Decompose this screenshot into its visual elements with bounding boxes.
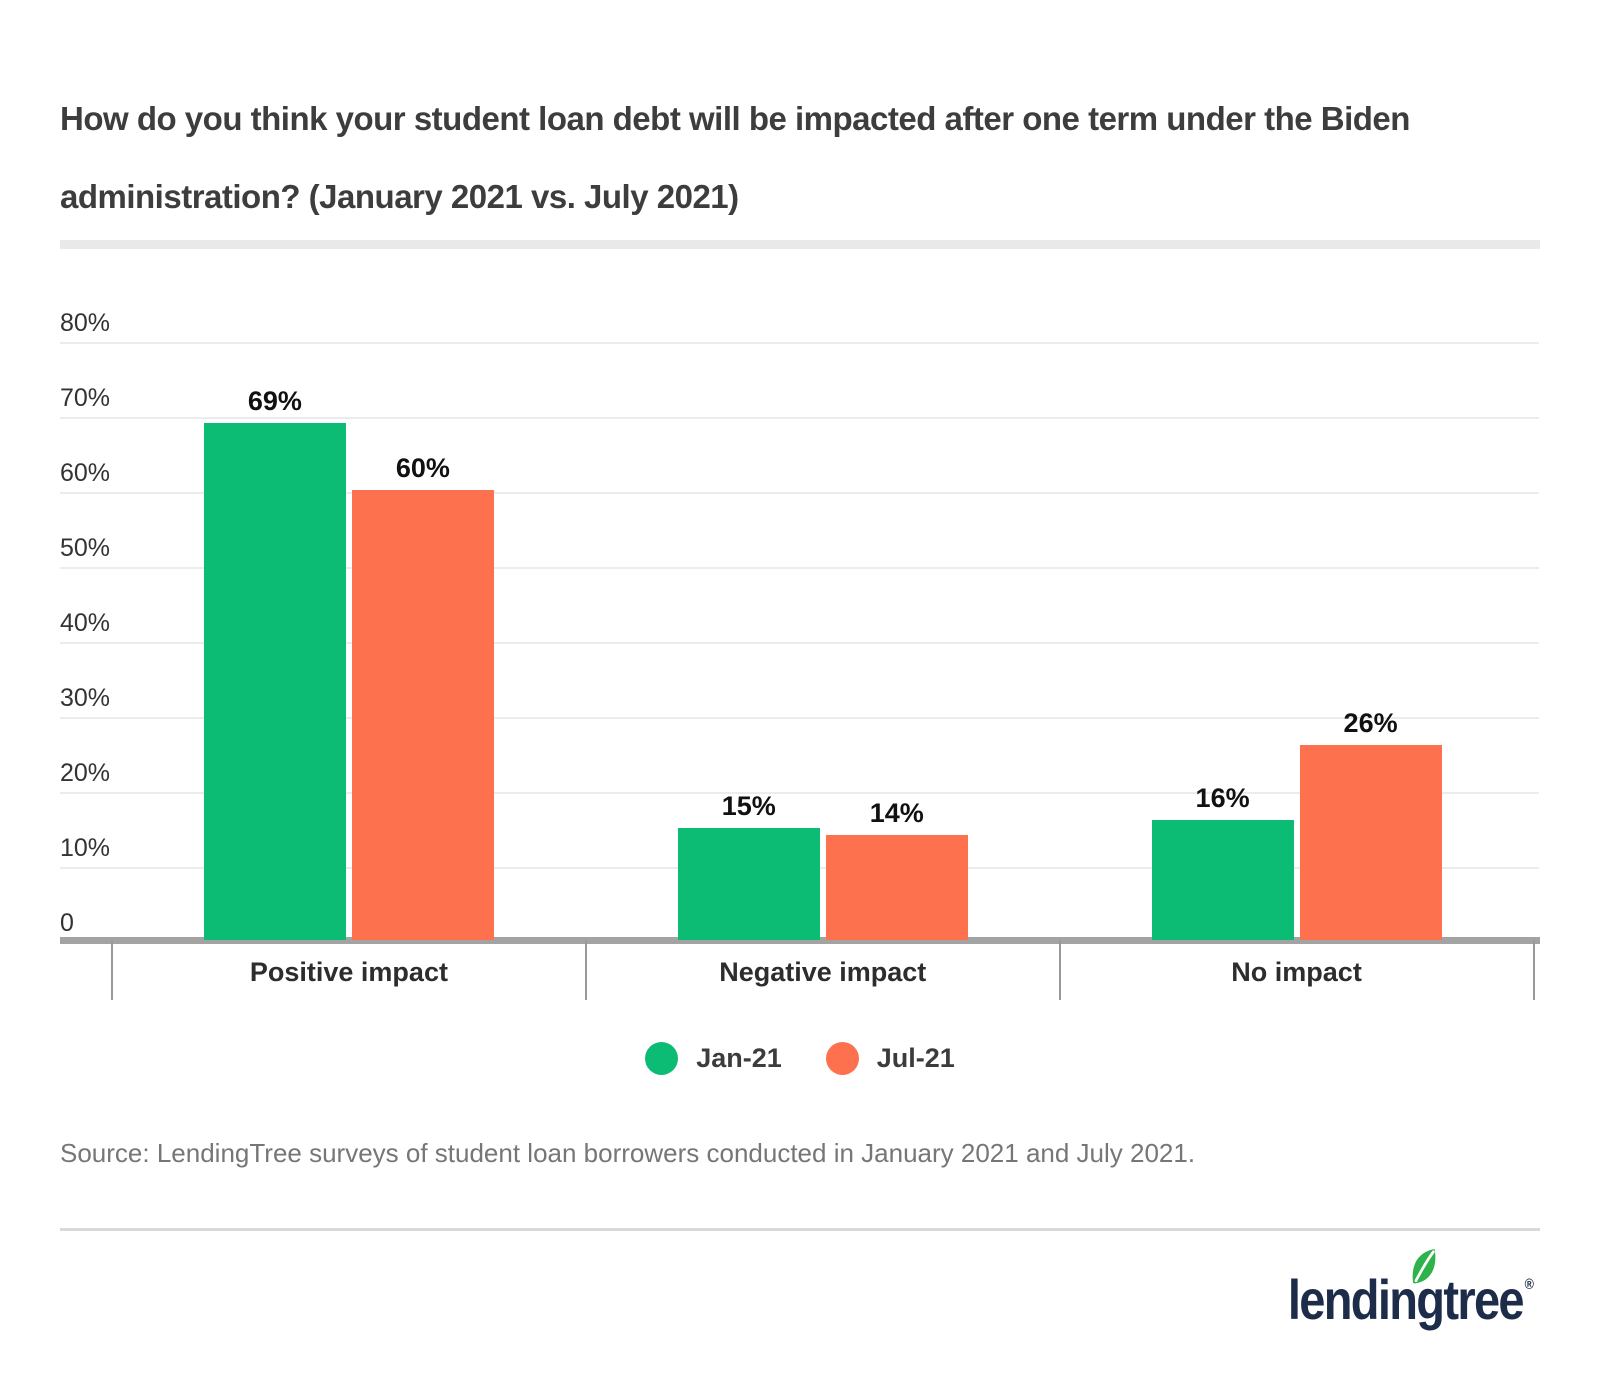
- chart-title-line1: How do you think your student loan debt …: [60, 100, 1410, 137]
- legend-label-jul-21: Jul-21: [876, 1042, 955, 1073]
- bar-jan-21-negative-impact: [677, 827, 820, 940]
- chart-title-line2: administration? (January 2021 vs. July 2…: [60, 178, 739, 215]
- y-axis-label-20: 20%: [60, 759, 111, 787]
- y-axis-label-30: 30%: [60, 684, 111, 712]
- y-axis-label-40: 40%: [60, 609, 111, 637]
- category-tick-1: [584, 940, 587, 1000]
- chart-legend: Jan-21 Jul-21: [0, 1040, 1600, 1076]
- bar-jul-21-negative-impact: [825, 835, 968, 940]
- bar-jul-21-no-impact: [1299, 745, 1442, 940]
- leaf-icon: [1412, 1249, 1436, 1284]
- bar-value-jan-21-no-impact: 16%: [1195, 783, 1250, 813]
- bar-jul-21-positive-impact: [351, 490, 494, 940]
- source-note: Source: LendingTree surveys of student l…: [60, 1138, 1196, 1168]
- y-axis-label-0: 0: [60, 909, 74, 937]
- bar-jan-21-positive-impact: [203, 422, 346, 940]
- footer-divider: [60, 1228, 1540, 1231]
- bar-value-jan-21-positive-impact: 69%: [247, 385, 302, 416]
- legend-dot-jan-21: [645, 1041, 679, 1075]
- title-underline-bar: [60, 240, 1540, 249]
- category-tick-0: [111, 940, 113, 1000]
- registered-mark: ®: [1524, 1276, 1534, 1293]
- category-tick-3: [1532, 940, 1535, 1000]
- y-axis-label-80: 80%: [60, 309, 111, 337]
- y-axis-label-50: 50%: [60, 534, 111, 562]
- lendingtree-logo: lendingtree ®: [1241, 1249, 1534, 1342]
- category-tick-2: [1058, 940, 1061, 1000]
- legend-label-jan-21: Jan-21: [696, 1042, 782, 1073]
- legend-item-jan-21: Jan-21: [645, 1041, 782, 1075]
- gridline-80: [60, 342, 1539, 344]
- category-label-no-impact: No impact: [1231, 957, 1362, 987]
- logo-text: lendingtree: [1287, 1268, 1525, 1331]
- gridline-60: [60, 492, 1539, 494]
- bar-value-jan-21-negative-impact: 15%: [721, 790, 776, 821]
- gridline-20: [60, 792, 1539, 794]
- category-label-negative-impact: Negative impact: [719, 957, 927, 987]
- category-label-positive-impact: Positive impact: [249, 957, 448, 987]
- legend-item-jul-21: Jul-21: [825, 1041, 955, 1075]
- bar-jan-21-no-impact: [1151, 820, 1294, 940]
- bar-value-jul-21-no-impact: 26%: [1343, 708, 1398, 738]
- bar-value-jul-21-negative-impact: 14%: [869, 798, 924, 828]
- gridline-30: [60, 717, 1539, 719]
- gridline-40: [60, 642, 1539, 644]
- bar-chart: 0 10% 20% 30% 40% 50% 60% 70% 80% Positive impact…: [60, 309, 1540, 1000]
- bar-value-jul-21-positive-impact: 60%: [395, 453, 450, 483]
- x-axis-baseline: [60, 937, 1540, 944]
- gridline-70: [60, 417, 1539, 419]
- y-axis-label-10: 10%: [60, 834, 111, 862]
- lendingtree-wordmark: lendingtree ®: [1288, 1249, 1534, 1328]
- legend-dot-jul-21: [825, 1041, 859, 1075]
- gridline-50: [60, 567, 1539, 569]
- y-axis-label-70: 70%: [60, 384, 111, 412]
- y-axis-label-60: 60%: [60, 459, 111, 487]
